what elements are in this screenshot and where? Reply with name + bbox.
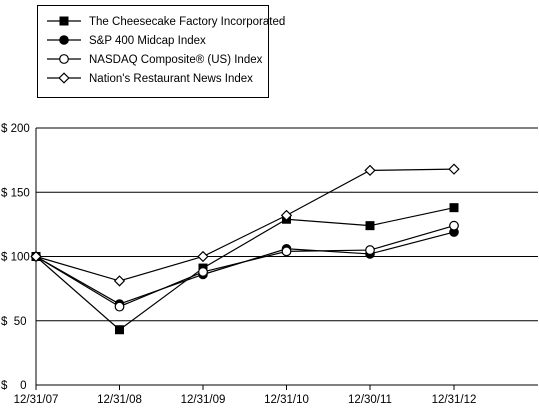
series-3-point	[30, 250, 42, 263]
y-tick-label: $ 100	[1, 252, 30, 264]
legend-marker	[59, 35, 69, 45]
series-2-point	[449, 220, 459, 231]
x-tick-labels: 12/31/07 12/31/08 12/31/09 12/31/10 12/30/11…	[14, 394, 477, 406]
series-3-point	[448, 163, 460, 175]
series-2-point	[114, 301, 125, 312]
series-0-point	[115, 325, 124, 335]
series-2-point	[281, 246, 292, 257]
y-tick-label: $ 200	[1, 123, 30, 135]
x-tick-label: 12/31/08	[97, 394, 142, 406]
series-lines	[35, 168, 455, 331]
gridlines	[36, 127, 538, 386]
series-line-2	[35, 225, 455, 308]
series-3-point	[280, 209, 293, 222]
axes	[35, 128, 538, 390]
x-tick-label: 12/31/07	[14, 394, 59, 406]
y-tick-label: $ 0	[1, 380, 27, 392]
y-tick-label: $ 50	[1, 316, 27, 328]
legend-marker	[59, 54, 69, 64]
x-tick-label: 12/30/11	[348, 394, 392, 406]
y-tick-labels: $ 0 $ 50 $ 100 $ 150 $ 200	[1, 123, 30, 392]
series-3-point	[197, 250, 209, 263]
series-line-3	[35, 168, 455, 282]
series-2-point	[365, 245, 375, 255]
series-2-point	[198, 267, 208, 277]
y-tick-label: $ 150	[1, 187, 30, 199]
x-tick-label: 12/31/12	[432, 394, 477, 406]
series-0-point	[449, 203, 459, 213]
series-3-point	[113, 275, 126, 287]
x-tick-label: 12/31/10	[264, 394, 309, 406]
legend-label: The Cheesecake Factory Incorporated	[89, 16, 285, 28]
series-3-point	[364, 164, 376, 177]
x-tick-label: 12/31/09	[181, 394, 226, 406]
series-markers	[30, 163, 460, 335]
series-0-point	[365, 221, 375, 231]
series-line-0	[35, 207, 455, 331]
legend-label: S&P 400 Midcap Index	[89, 35, 206, 47]
legend: The Cheesecake Factory Incorporated S&P 4…	[47, 16, 285, 85]
legend-marker	[59, 16, 69, 26]
legend-marker	[58, 72, 70, 84]
legend-label: Nation's Restaurant News Index	[89, 73, 253, 85]
legend-label: NASDAQ Composite® (US) Index	[89, 54, 263, 66]
